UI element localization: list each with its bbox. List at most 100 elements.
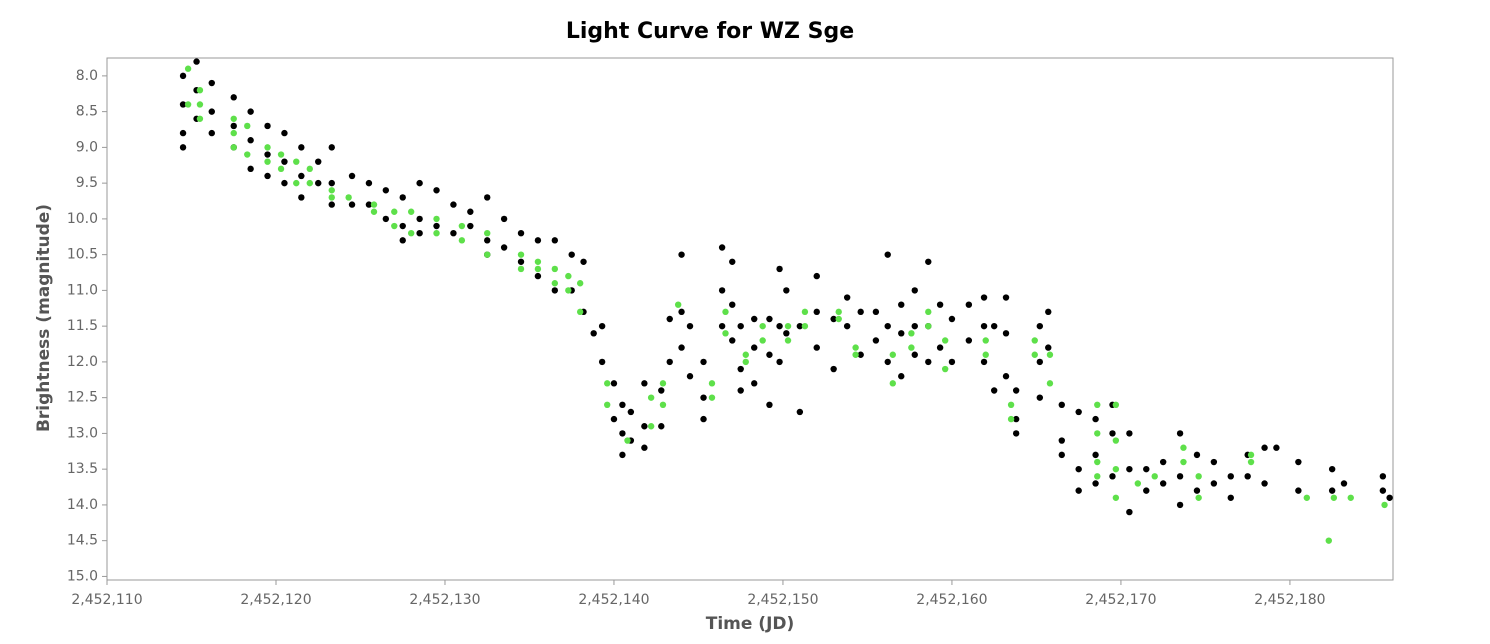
data-point — [1094, 430, 1101, 437]
data-point — [467, 222, 474, 230]
data-point — [898, 330, 905, 337]
data-point — [315, 179, 322, 187]
data-point — [484, 194, 491, 201]
data-point — [700, 358, 707, 366]
data-point — [718, 287, 726, 294]
data-point — [517, 265, 525, 273]
data-point — [751, 344, 758, 351]
data-point — [416, 215, 423, 223]
data-point — [328, 144, 335, 151]
data-point — [908, 330, 915, 337]
data-point — [484, 237, 491, 244]
data-point — [1112, 437, 1120, 444]
data-point — [565, 287, 572, 294]
data-point — [852, 351, 859, 358]
data-point — [208, 108, 215, 115]
data-point — [230, 94, 237, 101]
data-point — [1143, 465, 1150, 473]
data-point — [196, 86, 204, 94]
data-point — [1151, 473, 1158, 480]
data-point — [796, 322, 804, 330]
data-point — [624, 437, 631, 444]
data-point — [1012, 387, 1020, 394]
data-point — [1007, 415, 1015, 423]
data-point — [500, 244, 508, 251]
data-point — [898, 373, 905, 380]
data-point — [1180, 458, 1187, 466]
data-point — [1176, 501, 1184, 509]
x-tick-label: 2,452,110 — [71, 592, 142, 608]
data-point — [184, 65, 192, 72]
data-point — [647, 394, 655, 401]
data-point — [1330, 494, 1338, 501]
y-tick-label: 8.0 — [76, 68, 98, 84]
data-point — [911, 287, 918, 294]
data-point — [1347, 494, 1354, 501]
data-point — [872, 337, 880, 344]
data-point — [517, 258, 525, 265]
data-point — [208, 79, 215, 87]
data-point — [433, 187, 440, 194]
data-point — [982, 337, 989, 344]
data-point — [1092, 415, 1099, 423]
data-point — [641, 444, 648, 451]
data-point — [686, 373, 694, 380]
data-point — [1112, 494, 1120, 501]
data-point — [1295, 458, 1302, 466]
data-point — [1002, 294, 1010, 301]
data-point — [277, 151, 285, 158]
data-point — [610, 380, 618, 387]
data-point — [666, 358, 673, 366]
data-point — [534, 265, 542, 273]
data-point — [776, 358, 783, 366]
y-tick-label: 14.0 — [67, 497, 98, 513]
data-point — [450, 229, 457, 237]
data-point — [889, 380, 896, 387]
data-point — [813, 344, 820, 351]
data-point — [843, 322, 851, 330]
data-point — [1247, 451, 1255, 459]
data-point — [534, 258, 542, 265]
data-point — [298, 144, 305, 151]
data-point — [551, 280, 559, 287]
y-tick-label: 15.0 — [67, 568, 98, 584]
data-point — [1007, 401, 1015, 409]
data-point — [576, 308, 584, 316]
data-point — [247, 137, 254, 144]
data-point — [1180, 444, 1187, 451]
data-point — [580, 258, 587, 265]
data-point — [674, 301, 682, 308]
y-tick-label: 13.5 — [67, 461, 98, 477]
data-point — [857, 351, 864, 358]
data-point — [467, 208, 474, 215]
data-point — [1036, 358, 1044, 366]
data-point — [534, 237, 542, 244]
data-point — [1094, 401, 1101, 409]
data-point — [1075, 487, 1082, 494]
data-point — [627, 408, 635, 416]
data-point — [1094, 473, 1101, 480]
data-point — [1002, 373, 1010, 380]
data-point — [433, 215, 440, 223]
data-point — [551, 265, 559, 273]
data-point — [796, 408, 804, 416]
data-point — [722, 330, 729, 337]
data-point — [641, 423, 648, 430]
data-point — [965, 301, 973, 308]
data-point — [565, 272, 572, 280]
data-point — [298, 194, 305, 201]
x-tick-label: 2,452,180 — [1254, 592, 1325, 608]
data-point — [244, 151, 251, 158]
data-point — [783, 287, 790, 294]
data-point — [433, 229, 440, 237]
data-point — [244, 122, 251, 130]
data-point — [328, 187, 335, 194]
data-point — [458, 237, 466, 244]
data-point — [1036, 322, 1044, 330]
data-point — [1002, 330, 1010, 337]
data-point — [1112, 401, 1120, 409]
data-point — [365, 201, 373, 208]
y-tick-label: 9.5 — [76, 175, 98, 191]
data-point — [948, 315, 956, 323]
y-tick-label: 11.0 — [67, 282, 98, 298]
